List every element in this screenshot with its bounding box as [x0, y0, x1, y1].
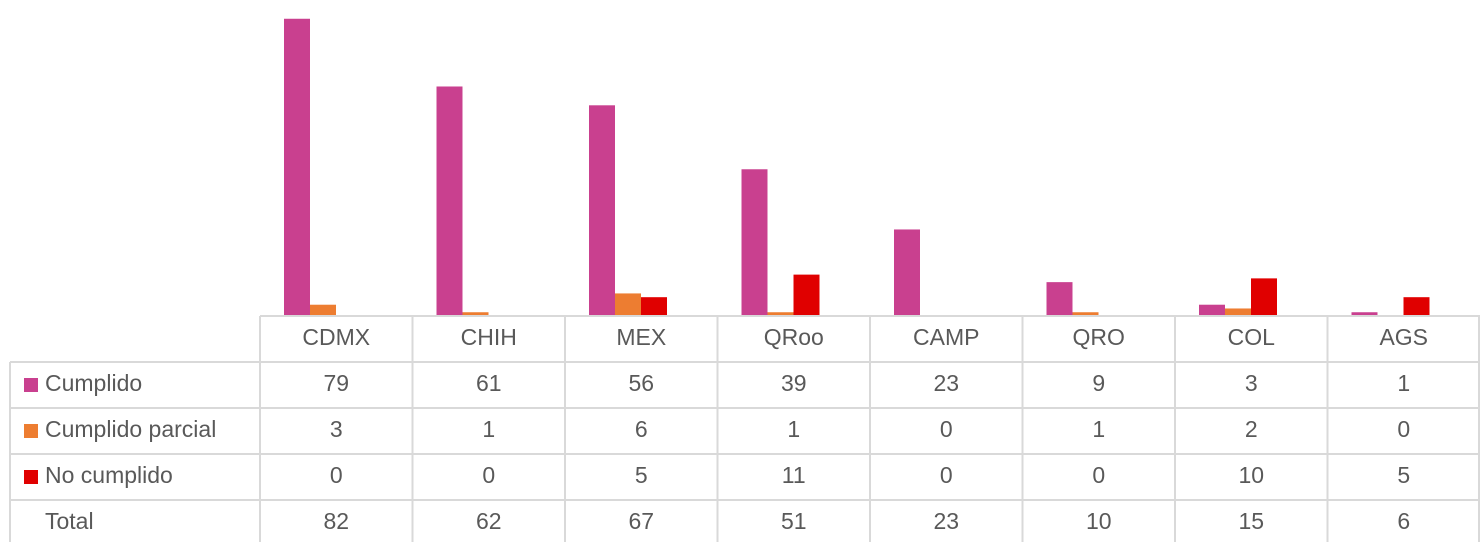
bar [1046, 282, 1073, 316]
bar [310, 304, 336, 316]
x-tick-label: QRoo [764, 324, 824, 350]
table-value: 1 [1092, 416, 1105, 442]
table-value: 11 [782, 462, 806, 488]
legend-swatch [24, 424, 38, 438]
bar [741, 169, 768, 316]
x-tick-label: AGS [1379, 324, 1428, 350]
legend-label: Cumplido [45, 370, 142, 396]
table-value: 0 [482, 462, 495, 488]
x-tick-label: CHIH [461, 324, 517, 350]
table-value: 56 [628, 370, 654, 396]
table-total-label: Total [45, 508, 94, 534]
bar [1199, 304, 1225, 316]
x-tick-label: MEX [616, 324, 666, 350]
table-value: 1 [482, 416, 495, 442]
bar [1403, 297, 1430, 316]
table-value: 61 [476, 370, 502, 396]
table-value: 9 [1092, 370, 1105, 396]
legend-swatch [24, 470, 38, 484]
table-value: 39 [781, 370, 807, 396]
bar [1351, 312, 1378, 316]
table-value: 23 [933, 370, 959, 396]
table-total: 10 [1086, 508, 1112, 534]
bar [1072, 312, 1099, 316]
table-value: 0 [940, 462, 953, 488]
table-value: 5 [635, 462, 648, 488]
table-total: 67 [628, 508, 654, 534]
legend-swatch [24, 378, 38, 392]
table-value: 3 [330, 416, 343, 442]
bar [462, 312, 489, 316]
legend-label: No cumplido [45, 462, 173, 488]
bar [641, 297, 667, 316]
bar [1225, 308, 1251, 316]
bar [615, 293, 641, 316]
table-total: 51 [781, 508, 807, 534]
table-value: 10 [1238, 462, 1264, 488]
table-value: 6 [635, 416, 648, 442]
table-total: 62 [476, 508, 502, 534]
x-tick-label: QRO [1073, 324, 1125, 350]
table-total: 6 [1397, 508, 1410, 534]
x-tick-label: COL [1228, 324, 1276, 350]
table-value: 0 [940, 416, 953, 442]
bar [894, 229, 920, 316]
bar [436, 86, 463, 316]
table-value: 0 [1397, 416, 1410, 442]
table-value: 0 [330, 462, 343, 488]
bar [589, 105, 615, 316]
bar [1251, 278, 1277, 316]
table-value: 0 [1092, 462, 1105, 488]
table-value: 2 [1245, 416, 1258, 442]
table-value: 3 [1245, 370, 1258, 396]
bar [767, 312, 794, 316]
table-total: 15 [1238, 508, 1264, 534]
x-tick-label: CAMP [913, 324, 979, 350]
table-value: 1 [1397, 370, 1410, 396]
table-total: 23 [933, 508, 959, 534]
table-value: 5 [1397, 462, 1410, 488]
x-tick-label: CDMX [302, 324, 370, 350]
bar [284, 18, 310, 316]
table-value: 1 [787, 416, 800, 442]
table-value: 79 [323, 370, 349, 396]
bar [793, 274, 820, 316]
table-total: 82 [323, 508, 349, 534]
legend-label: Cumplido parcial [45, 416, 216, 442]
